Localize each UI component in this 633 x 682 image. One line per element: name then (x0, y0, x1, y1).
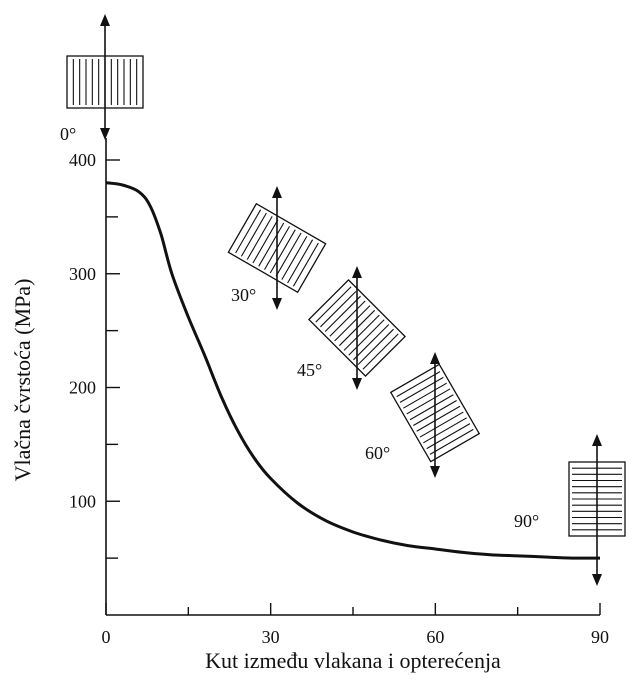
x-tick-label: 90 (591, 627, 609, 647)
fiber-line (429, 428, 474, 455)
sample-90-deg: 90° (514, 434, 626, 586)
fiber-line (320, 291, 357, 328)
fiber-line (334, 305, 371, 342)
fiber-line (315, 286, 352, 323)
fiber-line (252, 219, 279, 264)
fiber-line (235, 209, 262, 254)
angle-label: 60° (365, 443, 390, 463)
fiber-line (419, 411, 464, 438)
y-tick-label: 200 (69, 378, 96, 398)
arrow-head-down (272, 298, 282, 310)
fiber-line (275, 232, 302, 277)
arrow-head-down (592, 574, 602, 586)
fiber-line (348, 319, 385, 356)
sample-0-deg: 0° (60, 14, 144, 144)
angle-label: 45° (297, 360, 322, 380)
angle-label: 30° (231, 285, 256, 305)
fiber-line (324, 295, 361, 332)
fiber-line (396, 371, 441, 398)
fiber-line (403, 382, 447, 409)
ticks (105, 159, 601, 615)
arrow-head-down (352, 378, 362, 390)
fiber-line (287, 239, 314, 284)
fiber-line (246, 216, 273, 260)
fiber-line (353, 324, 390, 361)
x-tick-label: 0 (102, 627, 111, 647)
fiber-line (269, 229, 296, 274)
strength-curve (105, 181, 601, 560)
fiber-line (423, 417, 467, 444)
y-axis-title: Vlačna čvrstoća (MPa) (10, 279, 35, 482)
arrow-head-up (272, 186, 282, 198)
arrow-head-down (430, 466, 440, 478)
fiber-line (292, 242, 319, 287)
fiber-line (281, 236, 308, 280)
arrow-head-up (592, 434, 602, 446)
sample-45-deg: 45° (297, 266, 407, 390)
fiber-line (406, 388, 451, 415)
x-tick-label: 30 (262, 627, 280, 647)
x-axis-title: Kut između vlakana i opterećenja (205, 648, 501, 673)
y-tick-label: 100 (69, 491, 96, 511)
x-tick-label: 60 (426, 627, 444, 647)
fiber-line (258, 222, 285, 267)
fiber-line (329, 300, 366, 337)
arrow-head-up (430, 352, 440, 364)
arrow-head-up (100, 14, 110, 26)
sample-30-deg: 30° (227, 186, 327, 310)
sample-60-deg: 60° (365, 352, 481, 478)
y-tick-label: 300 (69, 264, 96, 284)
fiber-line (399, 376, 444, 403)
fiber-line (416, 405, 461, 432)
arrow-head-down (100, 128, 110, 140)
fiber-line (362, 333, 399, 370)
y-tick-label: 400 (69, 150, 96, 170)
angle-label: 0° (60, 124, 76, 144)
fiber-line (426, 423, 471, 450)
fiber-line (240, 212, 267, 257)
axes (105, 138, 600, 616)
arrow-head-up (352, 266, 362, 278)
fiber-line (409, 394, 454, 421)
sample-diagrams: 0° 30° 45° 60° 90° (60, 14, 626, 586)
tick-labels: 100 200 300 400 0 30 60 90 (69, 150, 609, 647)
angle-label: 90° (514, 511, 539, 531)
fiber-line (343, 314, 380, 351)
fiber-line (357, 328, 394, 365)
